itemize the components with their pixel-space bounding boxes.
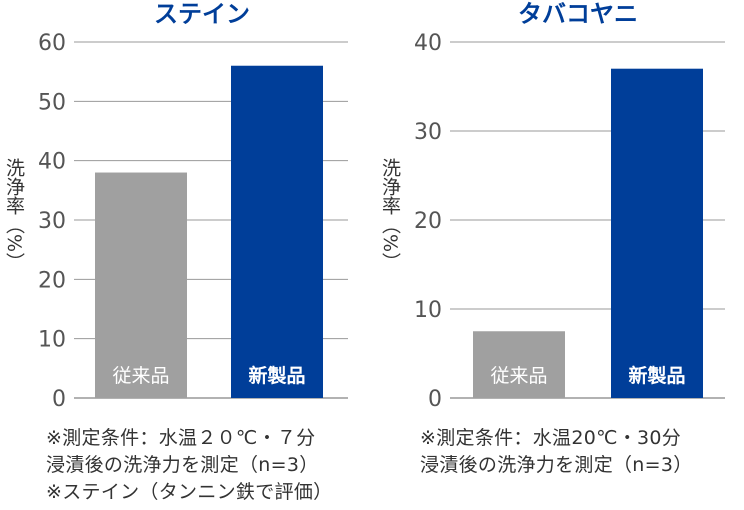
left-note-3: ※ステイン（タンニン鉄で評価） <box>46 481 333 503</box>
left-bar-label-new: 新製品 <box>248 364 305 387</box>
right-bar-new <box>611 68 703 398</box>
right-note-1: ※測定条件：水温20℃・30分 <box>420 427 682 449</box>
right-bar-label-conventional: 従来品 <box>490 365 547 387</box>
left-note-2: 浸漬後の洗浄力を測定（n=3） <box>46 454 319 476</box>
right-y-axis-label: 洗浄率（%） <box>379 158 401 271</box>
right-y-tick-label: 30 <box>414 120 442 145</box>
right-chart-title: タバコヤニ <box>518 0 638 28</box>
right-chart-notes: ※測定条件：水温20℃・30分 浸漬後の洗浄力を測定（n=3） <box>420 425 693 479</box>
right-y-tick-label: 40 <box>414 31 442 56</box>
left-y-tick-label: 40 <box>38 150 66 175</box>
right-y-tick-label: 0 <box>428 387 442 412</box>
right-note-2: 浸漬後の洗浄力を測定（n=3） <box>420 454 693 476</box>
right-bar-label-new: 新製品 <box>628 364 685 387</box>
left-y-tick-label: 10 <box>38 328 66 353</box>
left-bar-label-conventional: 従来品 <box>112 365 169 387</box>
right-y-tick-label: 20 <box>414 209 442 234</box>
left-y-tick-label: 60 <box>38 31 66 56</box>
right-bar-conventional <box>473 331 565 398</box>
left-y-tick-label: 0 <box>52 387 66 412</box>
left-y-axis-label: 洗浄率（%） <box>3 158 25 271</box>
left-y-tick-label: 50 <box>38 90 66 115</box>
left-y-tick-label: 30 <box>38 209 66 234</box>
left-y-tick-label: 20 <box>38 268 66 293</box>
left-bar-conventional <box>95 172 187 398</box>
left-chart-title: ステイン <box>154 0 250 28</box>
left-bar-new <box>231 65 323 398</box>
left-note-1: ※測定条件：水温２０℃・７分 <box>46 427 316 449</box>
right-y-tick-label: 10 <box>414 298 442 323</box>
left-chart-notes: ※測定条件：水温２０℃・７分 浸漬後の洗浄力を測定（n=3） ※ステイン（タンニ… <box>46 425 332 506</box>
